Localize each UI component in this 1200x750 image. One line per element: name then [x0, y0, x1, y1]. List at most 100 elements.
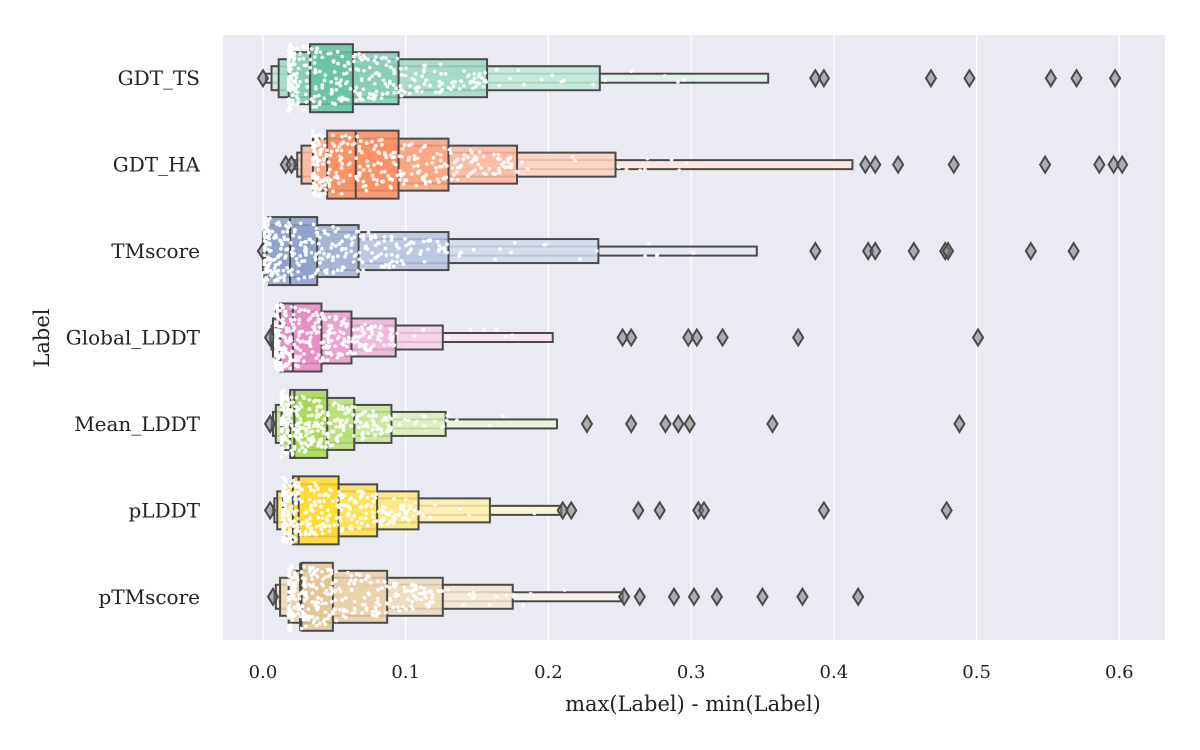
- swarm-point: [279, 396, 284, 401]
- swarm-point: [276, 253, 281, 258]
- swarm-point: [265, 226, 269, 231]
- swarm-point: [302, 107, 306, 112]
- swarm-point: [465, 174, 470, 178]
- swarm-point: [341, 407, 345, 412]
- swarm-TMscore: [262, 215, 696, 287]
- swarm-point: [273, 313, 278, 318]
- swarm-point: [286, 613, 291, 618]
- swarm-point: [364, 607, 369, 612]
- swarm-point: [397, 608, 402, 613]
- swarm-point: [302, 450, 307, 455]
- swarm-point: [428, 515, 432, 520]
- swarm-point: [352, 433, 356, 438]
- swarm-point: [305, 85, 310, 89]
- swarm-point: [363, 577, 368, 582]
- swarm-point: [320, 355, 325, 360]
- swarm-point: [350, 611, 355, 615]
- swarm-point: [403, 90, 407, 95]
- swarm-point: [337, 419, 342, 424]
- swarm-point: [395, 331, 400, 336]
- swarm-point: [376, 334, 381, 339]
- swarm-point: [276, 316, 281, 321]
- swarm-point: [391, 514, 396, 519]
- swarm-point: [340, 161, 345, 166]
- swarm-point: [445, 587, 450, 592]
- outlier-marker: [625, 414, 638, 434]
- swarm-point: [335, 148, 339, 153]
- swarm-point: [366, 164, 370, 168]
- swarm-point: [294, 485, 299, 490]
- swarm-point: [573, 158, 577, 163]
- swarm-point: [455, 177, 460, 182]
- swarm-point: [353, 420, 358, 424]
- swarm-point: [303, 529, 308, 534]
- swarm-point: [509, 250, 513, 255]
- swarm-point: [313, 134, 318, 139]
- swarm-point: [322, 96, 327, 101]
- swarm-point: [276, 268, 281, 273]
- swarm-point: [320, 311, 325, 316]
- swarm-point: [331, 133, 335, 138]
- swarm-point: [360, 343, 365, 348]
- swarm-point: [326, 337, 330, 341]
- swarm-point: [371, 409, 375, 414]
- swarm-point: [357, 250, 362, 255]
- swarm-point: [287, 590, 291, 594]
- swarm-point: [381, 510, 385, 514]
- swarm-point: [316, 353, 321, 357]
- swarm-point: [314, 623, 319, 628]
- swarm-point: [325, 358, 330, 363]
- swarm-point: [312, 324, 317, 329]
- swarm-point: [341, 607, 346, 612]
- swarm-point: [306, 617, 311, 622]
- swarm-point: [303, 253, 308, 257]
- swarm-point: [373, 55, 378, 60]
- swarm-point: [311, 185, 315, 189]
- outlier-marker: [947, 154, 960, 175]
- swarm-point: [308, 507, 313, 512]
- swarm-point: [298, 253, 303, 258]
- swarm-point: [383, 246, 388, 251]
- swarm-point: [519, 160, 524, 165]
- swarm-point: [338, 422, 343, 427]
- swarm-point: [280, 445, 285, 450]
- swarm-point: [285, 496, 290, 501]
- swarm-point: [324, 588, 329, 593]
- swarm-point: [368, 325, 373, 329]
- swarm-point: [339, 323, 344, 328]
- swarm-point: [578, 257, 583, 262]
- swarm-point: [350, 142, 355, 147]
- swarm-point: [341, 72, 346, 76]
- swarm-point: [310, 429, 315, 434]
- swarm-point: [365, 523, 370, 528]
- outlier-marker: [796, 586, 809, 607]
- swarm-point: [311, 181, 316, 186]
- swarm-point: [312, 94, 317, 99]
- swarm-point: [428, 179, 432, 184]
- swarm-point: [279, 441, 284, 446]
- swarm-point: [342, 503, 347, 508]
- swarm-point: [294, 354, 299, 359]
- swarm-point: [330, 429, 334, 434]
- swarm-point: [373, 235, 378, 240]
- swarm-point: [327, 252, 331, 257]
- swarm-point: [287, 574, 291, 579]
- swarm-point: [400, 604, 405, 609]
- swarm-point: [550, 73, 555, 78]
- swarm-point: [267, 232, 272, 237]
- swarm-point: [337, 353, 342, 358]
- swarm-point: [311, 240, 315, 244]
- swarm-point: [353, 334, 358, 339]
- swarm-point: [377, 138, 382, 143]
- swarm-point: [406, 518, 411, 523]
- swarm-point: [303, 422, 308, 426]
- swarm-point: [323, 73, 328, 78]
- swarm-point: [473, 168, 478, 173]
- swarm-point: [288, 240, 293, 245]
- swarm-point: [539, 77, 544, 82]
- swarm-point: [281, 486, 286, 491]
- swarm-point: [285, 266, 289, 270]
- swarm-point: [298, 432, 303, 437]
- swarm-point: [355, 339, 360, 344]
- swarm-point: [292, 229, 297, 234]
